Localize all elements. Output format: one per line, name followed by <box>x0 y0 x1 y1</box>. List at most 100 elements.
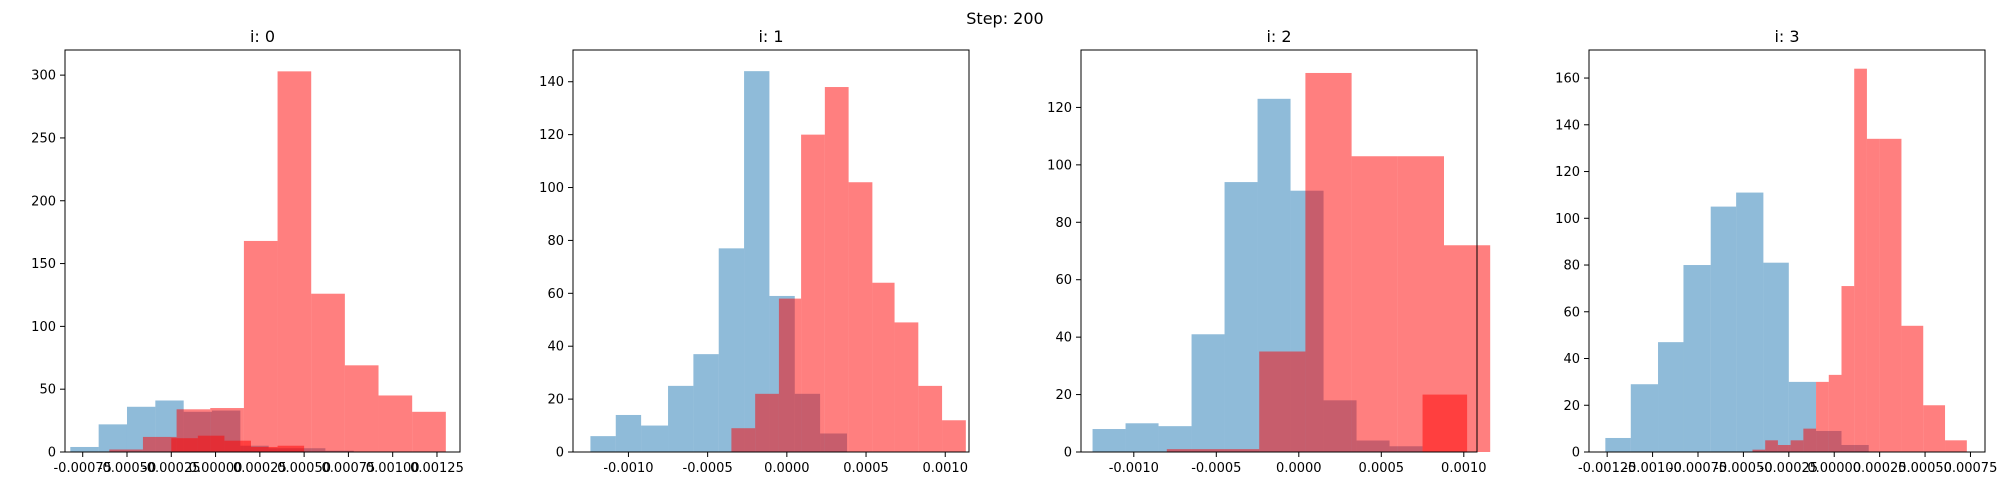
x-tick-label: 0.0000 <box>1276 461 1322 476</box>
histogram-bar <box>1683 265 1711 452</box>
y-tick-label: 250 <box>31 131 56 146</box>
y-tick-label: 0 <box>1064 446 1072 461</box>
y-tick-label: 0 <box>556 446 564 461</box>
histogram-bar <box>801 134 825 452</box>
x-tick-label: -0.0005 <box>1191 461 1241 476</box>
histogram-bar <box>1816 381 1829 452</box>
y-tick-label: 80 <box>1563 259 1580 274</box>
y-tick-label: 50 <box>39 383 56 398</box>
histogram-bar <box>1658 342 1684 452</box>
y-tick-label: 100 <box>31 320 56 335</box>
histogram-bar <box>70 446 99 452</box>
histogram-bar <box>1605 437 1631 452</box>
histogram-bar <box>641 425 669 452</box>
histogram-bar <box>344 365 379 452</box>
x-tick-label: 0.00025 <box>1853 461 1907 476</box>
histogram-panel-2: 0 20 40 60 80 100 120 -0.0010 -0.0005 0.0000 0.000… <box>1047 27 1491 476</box>
y-tick-label: 100 <box>1047 158 1072 173</box>
histogram-bar <box>718 248 745 452</box>
x-tick-label: 0.00050 <box>1898 461 1952 476</box>
histogram-bar <box>1752 449 1766 452</box>
histogram-bar <box>1224 182 1258 453</box>
histogram-bar <box>1945 440 1967 452</box>
x-tick-label: -0.00125 <box>1578 461 1636 476</box>
histogram-bar <box>872 282 895 452</box>
histogram-bar <box>1841 286 1855 452</box>
axes-frame <box>64 49 461 453</box>
histogram-bar <box>1191 334 1225 452</box>
histogram-bar <box>590 436 616 452</box>
x-tick-label: 0.00000 <box>189 461 243 476</box>
histogram-bar <box>109 449 143 452</box>
x-tick-label: 0.00125 <box>410 461 464 476</box>
histogram-bar <box>668 385 694 452</box>
y-tick-label: 40 <box>547 340 564 355</box>
x-tick-label: -0.0010 <box>1109 461 1159 476</box>
y-tick-label: 120 <box>1047 101 1072 116</box>
histogram-bar <box>98 424 127 452</box>
y-tick-label: 120 <box>1555 165 1580 180</box>
histogram-bar <box>197 435 225 452</box>
y-tick-label: 120 <box>539 128 564 143</box>
y-tick-label: 200 <box>31 194 56 209</box>
y-tick-label: 40 <box>1563 352 1580 367</box>
histogram-bar <box>894 322 919 452</box>
x-tick-label: -0.0005 <box>683 461 733 476</box>
histogram-panel-0: 0 50 100 150 200 250 300 -0.00075-0.00050-0.000… <box>31 27 464 476</box>
histogram-bar <box>1213 449 1260 452</box>
histogram-bar <box>1828 374 1842 452</box>
histogram-bar <box>848 182 873 452</box>
y-tick-label: 0 <box>1572 446 1580 461</box>
histogram-bar <box>1630 384 1659 452</box>
x-tick-label: 0.00025 <box>233 461 287 476</box>
histogram-bar <box>1777 444 1791 452</box>
x-tick-label: -0.00075 <box>1669 461 1727 476</box>
histogram-bar <box>1765 440 1778 452</box>
histogram-bar <box>1158 426 1192 452</box>
y-tick-label: 40 <box>1055 331 1072 346</box>
histogram-bar <box>1879 138 1902 452</box>
x-tick-label: -0.00025 <box>1760 461 1818 476</box>
histogram-bar <box>744 71 770 452</box>
x-tick-label: -0.00100 <box>1623 461 1681 476</box>
axes-frame <box>572 49 970 453</box>
y-tick-label: 300 <box>31 69 56 84</box>
histogram-bar <box>1866 138 1880 452</box>
histogram-bar <box>1305 72 1352 452</box>
histogram-bar <box>250 446 278 452</box>
x-tick-label: 0.0010 <box>922 461 968 476</box>
histogram-bar <box>1854 68 1867 452</box>
y-tick-label: 20 <box>1055 388 1072 403</box>
histogram-bar <box>731 428 756 452</box>
y-tick-label: 150 <box>31 257 56 272</box>
histogram-bar <box>1351 156 1398 452</box>
x-tick-label: -0.00075 <box>53 461 111 476</box>
axes-frame <box>1080 49 1478 453</box>
panel-title: i: 0 <box>250 27 275 46</box>
histogram-bar <box>1259 351 1306 452</box>
histogram-bar <box>778 298 802 452</box>
histogram-bar <box>824 87 849 453</box>
x-tick-label: 0.0005 <box>1359 461 1405 476</box>
y-tick-label: 60 <box>1055 273 1072 288</box>
histogram-bar <box>378 395 413 452</box>
x-tick-label: 0.00000 <box>1807 461 1861 476</box>
histogram-bar <box>1125 423 1159 452</box>
x-tick-label: 0.00075 <box>322 461 376 476</box>
y-tick-label: 20 <box>547 393 564 408</box>
histogram-bar <box>918 385 943 452</box>
histogram-bar <box>1803 428 1817 452</box>
histogram-bar <box>243 240 278 452</box>
x-tick-label: 0.00075 <box>1944 461 1998 476</box>
x-tick-label: 0.0000 <box>764 461 810 476</box>
y-tick-label: 60 <box>1563 305 1580 320</box>
histogram-panel-1: 0 20 40 60 80 100 120 140 -0.0010 -0.0005 0.0000 0.… <box>539 27 970 476</box>
histogram-bar <box>1736 192 1764 452</box>
histogram-bar <box>311 293 345 452</box>
x-tick-label: 0.0010 <box>1441 461 1487 476</box>
histogram-bar <box>1710 206 1737 452</box>
axes-frame <box>1588 49 1986 453</box>
y-tick-label: 100 <box>1555 212 1580 227</box>
y-tick-label: 0 <box>48 446 56 461</box>
